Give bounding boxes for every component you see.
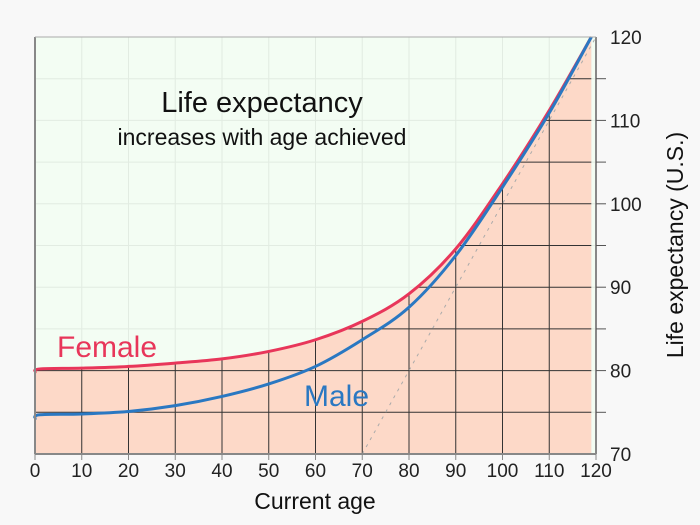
x-axis-label: Current age (254, 488, 375, 514)
y-axis-label: Life expectancy (U.S.) (662, 132, 688, 358)
female-area (34, 37, 592, 454)
female-line (33, 36, 593, 374)
y-tick-label: 100 (610, 195, 642, 216)
chart-title: Life expectancy (161, 87, 363, 119)
female-label: Female (57, 331, 157, 364)
axes (34, 36, 606, 460)
x-tick-label: 120 (580, 461, 612, 482)
x-tick-label: 60 (305, 461, 326, 482)
x-tick-label: 0 (30, 461, 41, 482)
y-tick-label: 120 (610, 28, 642, 49)
y-tick-labels: 70 80 90 100 110 120 (610, 28, 642, 466)
x-tick-label: 80 (398, 461, 419, 482)
x-tick-label: 20 (118, 461, 139, 482)
x-tick-labels: 0 10 20 30 40 50 60 70 80 90 100 110 120 (30, 461, 612, 482)
x-tick-label: 100 (487, 461, 519, 482)
x-tick-label: 90 (445, 461, 466, 482)
y-tick-label: 110 (610, 111, 640, 132)
x-tick-label: 10 (71, 461, 92, 482)
chart-subtitle: increases with age achieved (118, 124, 407, 150)
x-tick-label: 70 (352, 461, 373, 482)
x-tick-label: 50 (258, 461, 279, 482)
y-tick-label: 90 (610, 278, 631, 299)
male-label: Male (304, 380, 369, 413)
x-tick-label: 40 (211, 461, 232, 482)
y-tick-label: 70 (610, 445, 631, 466)
x-tick-label: 30 (165, 461, 186, 482)
male-line (33, 36, 593, 421)
x-tick-label: 110 (534, 461, 564, 482)
y-tick-label: 80 (610, 362, 631, 383)
